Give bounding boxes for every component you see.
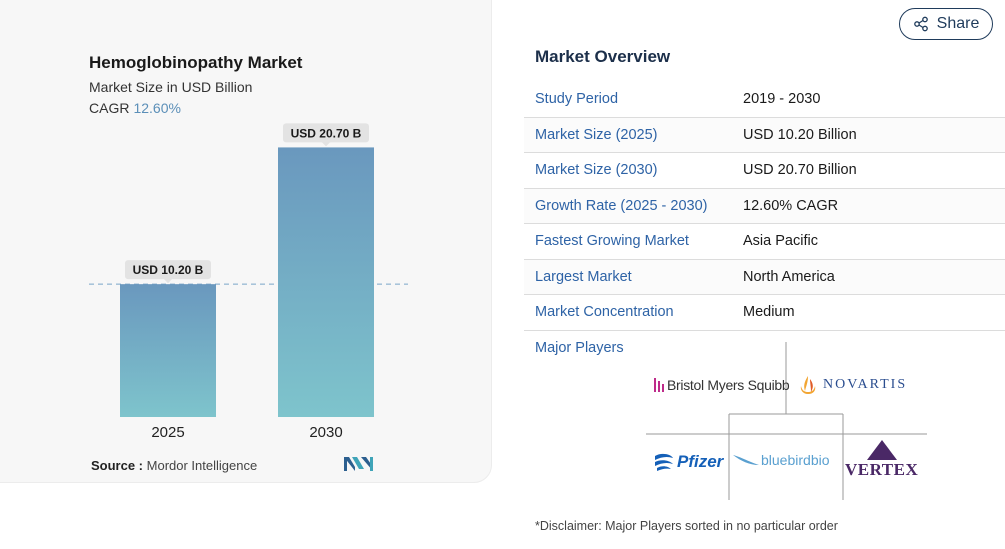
bms-text: Bristol Myers Squibb (667, 377, 790, 393)
logo-bluebirdbio: bluebirdbio (733, 451, 830, 469)
row-key: Market Size (2030) (535, 162, 658, 179)
pfizer-text: Pfizer (677, 452, 724, 471)
logo-vertex: VERTEX (845, 440, 918, 480)
chart-card (0, 0, 492, 483)
overview-table: Study Period 2019 - 2030 Market Size (202… (524, 82, 1005, 331)
data-label-pointer (321, 141, 331, 147)
row-key: Growth Rate (2025 - 2030) (535, 197, 708, 214)
share-button[interactable]: Share (899, 8, 993, 40)
source-label: Source : (91, 458, 144, 473)
x-tick-label: 2025 (151, 424, 184, 441)
bar-chart: USD 10.20 B 2025 USD 20.70 B 2030 (89, 123, 408, 441)
overview-row: Market Concentration Medium (524, 295, 1005, 331)
overview-row: Market Size (2025) USD 10.20 Billion (524, 117, 1005, 153)
data-label: USD 20.70 B (291, 126, 362, 140)
data-label-pointer (163, 278, 173, 284)
disclaimer: *Disclaimer: Major Players sorted in no … (535, 519, 838, 533)
row-value: Asia Pacific (743, 233, 818, 250)
chart-title: Hemoglobinopathy Market (89, 53, 303, 72)
overview-title: Market Overview (535, 47, 671, 66)
source-line: Source : Mordor Intelligence (91, 458, 257, 473)
row-value: 2019 - 2030 (743, 91, 821, 108)
overview-row: Fastest Growing Market Asia Pacific (524, 224, 1005, 260)
major-players-label: Major Players (535, 340, 624, 356)
source-value: Mordor Intelligence (146, 458, 258, 473)
pfizer-mark-icon (655, 453, 673, 471)
row-value: North America (743, 268, 835, 285)
row-value: 12.60% CAGR (743, 197, 839, 214)
novartis-text: NOVARTIS (823, 377, 908, 392)
overview-row: Growth Rate (2025 - 2030) 12.60% CAGR (524, 188, 1005, 224)
vertex-text: VERTEX (845, 460, 919, 479)
logo-novartis: NOVARTIS (797, 374, 907, 396)
mordor-logo-icon (344, 457, 373, 471)
chart-subtitle: Market Size in USD Billion (89, 79, 253, 95)
bar-2025 (120, 284, 216, 417)
overview-row: Study Period 2019 - 2030 (524, 82, 1005, 118)
bar-2030 (278, 147, 374, 417)
bluebird-mark-icon (733, 455, 759, 465)
share-label: Share (936, 15, 980, 32)
share-icon (913, 16, 928, 32)
novartis-flame-icon (800, 376, 816, 394)
cagr-value: 12.60% (133, 100, 181, 116)
row-value: USD 10.20 Billion (743, 126, 857, 143)
vertex-triangle-icon (866, 440, 897, 460)
row-value: USD 20.70 Billion (743, 162, 857, 179)
cagr-label: CAGR (89, 100, 130, 116)
logo-pfizer: Pfizer (653, 452, 723, 472)
overview-row: Largest Market North America (524, 259, 1005, 295)
data-label: USD 10.20 B (133, 263, 204, 277)
row-key: Fastest Growing Market (535, 233, 689, 250)
bluebird-text: bluebirdbio (761, 452, 830, 468)
data-label-bg (283, 123, 369, 143)
overview-row: Market Size (2030) USD 20.70 Billion (524, 153, 1005, 189)
row-key: Largest Market (535, 268, 632, 285)
row-key: Study Period (535, 91, 619, 108)
x-tick-label: 2030 (309, 424, 342, 441)
row-key: Market Concentration (535, 304, 674, 321)
cagr-line: CAGR 12.60% (89, 100, 181, 116)
bms-mark-icon (654, 378, 664, 392)
data-label-bg (125, 260, 211, 280)
row-key: Market Size (2025) (535, 126, 658, 143)
row-value: Medium (743, 304, 795, 321)
logo-bristol-myers-squibb: Bristol Myers Squibb (653, 376, 790, 394)
